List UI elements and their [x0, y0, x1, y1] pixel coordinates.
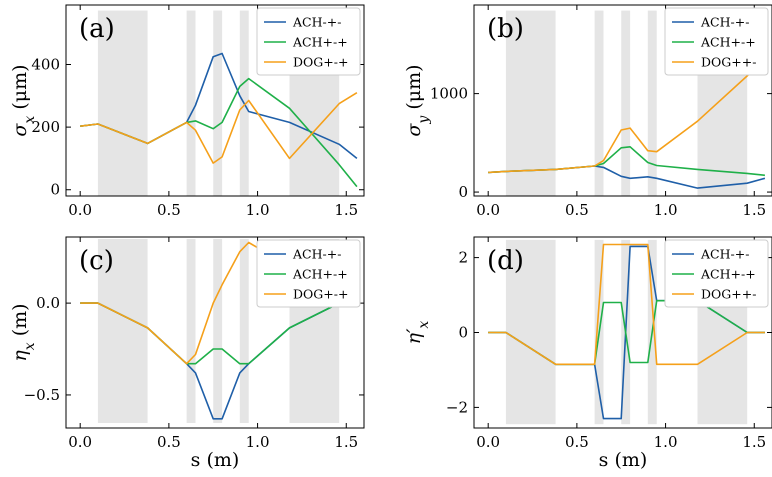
legend-box [664, 239, 769, 308]
legend: ACH-+- ACH+-+ DOG++- [664, 239, 769, 308]
x-tick-label: 0.0 [68, 201, 92, 219]
y-tick-label: −0.5 [24, 386, 60, 404]
x-axis-label: s (m) [191, 449, 240, 471]
legend-entry: DOG+-+ [293, 55, 348, 70]
legend-entry: ACH-+- [292, 15, 341, 30]
x-tick-label: 0.0 [476, 433, 500, 451]
x-tick-label: 1.5 [742, 433, 766, 451]
legend-box [664, 7, 769, 76]
x-tick-label: 0.5 [157, 201, 181, 219]
y-tick-label: 0.0 [36, 294, 60, 312]
x-tick-label: 0.0 [476, 201, 500, 219]
legend-box [256, 239, 361, 308]
y-tick-label: −2 [446, 398, 468, 416]
panel-1: 0.0 0.5 1.0 1.5 0 200 400 (a) σx (μm) ACH-+- ACH+-… [9, 4, 365, 219]
shaded-region [594, 10, 604, 196]
series-line [488, 57, 766, 174]
shaded-region [621, 10, 631, 196]
y-axis-label: ηx (m) [9, 303, 38, 361]
shaded-region [505, 10, 556, 196]
x-tick-label: 1.5 [742, 201, 766, 219]
legend-box [256, 7, 361, 76]
legend: ACH-+- ACH+-+ DOG++- [664, 7, 769, 76]
legend-entry: ACH+-+ [700, 267, 756, 282]
legend: ACH-+- ACH+-+ DOG+-+ [256, 7, 361, 76]
panel-2: 0.0 0.5 1.0 1.5 0 1000 (b) σy (μm) ACH-+- ACH+-+ D… [403, 4, 772, 219]
axes-frame [65, 236, 365, 429]
x-tick-label: 0.5 [157, 433, 181, 451]
legend-entry: DOG++- [701, 55, 756, 70]
shaded-region [213, 238, 223, 424]
panel-label: (b) [487, 14, 524, 44]
panel-label: (d) [487, 246, 524, 276]
series-line [488, 243, 765, 366]
legend-entry: ACH-+- [292, 247, 341, 262]
x-tick-label: 0.0 [68, 433, 92, 451]
panel-4: 0.0 0.5 1.0 1.5 −2 0 2 (d) η′x s (m) ACH-+- ACH+-+ D… [403, 236, 772, 471]
x-tick-label: 1.0 [654, 201, 678, 219]
x-tick-label: 0.5 [565, 201, 589, 219]
legend-entry: ACH+-+ [292, 267, 348, 282]
legend-entry: ACH+-+ [292, 35, 348, 50]
shaded-region [239, 238, 249, 424]
y-axis-label: σx (μm) [9, 64, 38, 136]
legend-entry: DOG++- [701, 287, 756, 302]
shaded-region [186, 238, 196, 424]
y-tick-label: 0 [458, 324, 468, 342]
y-tick-label: 0 [458, 183, 468, 201]
shaded-region [97, 10, 148, 196]
x-tick-label: 1.0 [246, 433, 270, 451]
y-tick-label: 1000 [430, 85, 468, 103]
legend-entry: ACH+-+ [700, 35, 756, 50]
legend-entry: DOG+-+ [293, 287, 348, 302]
legend-entry: ACH-+- [700, 247, 749, 262]
axes-frame [473, 4, 772, 197]
y-tick-label: 200 [31, 118, 60, 136]
x-tick-label: 1.5 [334, 433, 358, 451]
y-tick-label: 2 [458, 249, 468, 267]
y-tick-label: 400 [31, 55, 60, 73]
series-line [80, 92, 358, 164]
shaded-region [97, 238, 148, 424]
panel-3: 0.0 0.5 1.0 1.5−0.50.0(c)ηx (m)s (m)ACH-+-A… [9, 236, 365, 471]
shaded-region [505, 239, 556, 425]
x-tick-label: 1.0 [654, 433, 678, 451]
shaded-region [647, 10, 657, 196]
legend-entry: ACH-+- [700, 15, 749, 30]
panel-label: (a) [79, 14, 115, 44]
x-tick-label: 1.5 [334, 201, 358, 219]
x-tick-label: 1.0 [246, 201, 270, 219]
legend: ACH-+- ACH+-+ DOG+-+ [256, 239, 361, 308]
x-axis-label: s (m) [599, 449, 648, 471]
y-axis-label: η′x [403, 321, 432, 345]
shaded-region [213, 10, 223, 196]
axes-frame [65, 4, 365, 197]
y-axis-label: σy (μm) [403, 64, 432, 136]
shaded-region [186, 10, 196, 196]
y-tick-label: 0 [50, 181, 60, 199]
panel-label: (c) [79, 246, 114, 276]
x-tick-label: 0.5 [565, 433, 589, 451]
